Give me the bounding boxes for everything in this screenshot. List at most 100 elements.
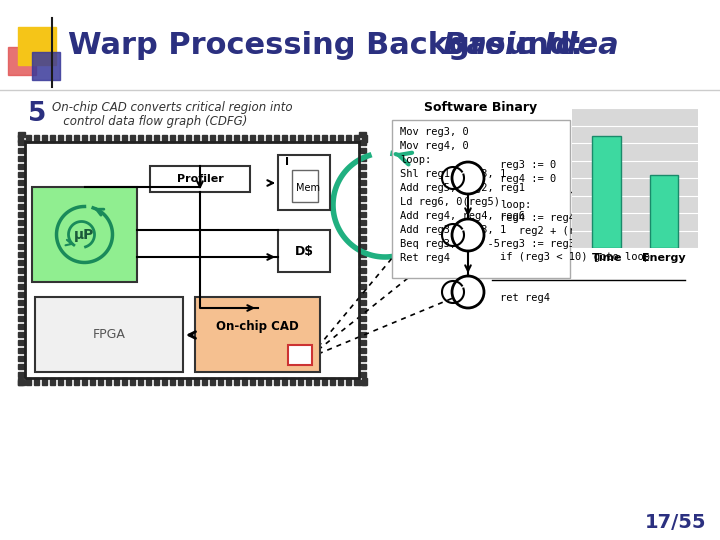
Bar [234, 378, 239, 385]
Bar [392, 120, 570, 278]
Bar [359, 220, 366, 225]
Bar [194, 135, 199, 142]
Bar [338, 135, 343, 142]
Bar [290, 378, 295, 385]
Bar [18, 164, 25, 169]
Bar [306, 135, 311, 142]
Bar [18, 204, 25, 209]
Bar [178, 378, 183, 385]
Text: Mem: Mem [296, 183, 320, 193]
Bar [362, 135, 367, 142]
Bar [278, 230, 330, 272]
Text: Ret reg4: Ret reg4 [400, 253, 450, 263]
Bar [18, 188, 25, 193]
Bar [90, 378, 95, 385]
Bar [18, 196, 25, 201]
Bar [26, 135, 31, 142]
Bar [90, 135, 95, 142]
Bar [330, 378, 335, 385]
Text: reg3 := reg3 + 1: reg3 := reg3 + 1 [500, 239, 600, 249]
Bar [26, 378, 31, 385]
Bar [18, 220, 25, 225]
Bar [359, 228, 366, 233]
Text: I: I [285, 157, 289, 167]
Bar [330, 135, 335, 142]
Bar [50, 378, 55, 385]
Bar [74, 135, 79, 142]
Bar [359, 348, 366, 353]
Bar [18, 156, 25, 161]
Bar [66, 135, 71, 142]
Bar [346, 378, 351, 385]
Text: Ld reg6, 0(reg5): Ld reg6, 0(reg5) [400, 197, 500, 207]
Bar [359, 172, 366, 177]
Bar [282, 135, 287, 142]
Bar [359, 260, 366, 265]
Bar [18, 268, 25, 273]
Bar [250, 378, 255, 385]
Bar [359, 204, 366, 209]
Bar [195, 297, 320, 372]
Text: control data flow graph (CDFG): control data flow graph (CDFG) [52, 116, 248, 129]
Bar [298, 135, 303, 142]
Bar [242, 378, 247, 385]
Text: Mov reg3, 0: Mov reg3, 0 [400, 127, 469, 137]
Text: Basic Idea: Basic Idea [443, 30, 618, 59]
Circle shape [452, 219, 484, 251]
Bar [18, 284, 25, 289]
Bar [186, 378, 191, 385]
Text: On-chip CAD converts critical region into: On-chip CAD converts critical region int… [52, 102, 292, 114]
Bar [359, 252, 366, 257]
Bar [359, 284, 366, 289]
Bar [18, 372, 25, 377]
Bar [359, 140, 366, 145]
Bar [18, 332, 25, 337]
Bar [98, 378, 103, 385]
Text: Warp Processing Background:: Warp Processing Background: [68, 30, 593, 59]
Bar [162, 378, 167, 385]
Text: ret reg4: ret reg4 [500, 293, 550, 303]
Bar [354, 378, 359, 385]
Bar [292, 170, 318, 202]
Text: Add reg3, reg3, 1: Add reg3, reg3, 1 [400, 225, 506, 235]
Bar [170, 378, 175, 385]
Bar [18, 324, 25, 329]
Text: Shl reg1, reg3, 1: Shl reg1, reg3, 1 [400, 169, 506, 179]
Bar [18, 135, 23, 142]
Bar [359, 308, 366, 313]
Bar [282, 378, 287, 385]
Bar [290, 135, 295, 142]
Bar [130, 135, 135, 142]
Text: 5: 5 [28, 101, 46, 127]
Bar [138, 135, 143, 142]
Bar [359, 244, 366, 249]
Bar [18, 380, 25, 385]
Bar [18, 308, 25, 313]
Bar [274, 378, 279, 385]
Bar [178, 135, 183, 142]
Bar [34, 378, 39, 385]
Bar [359, 196, 366, 201]
Bar [298, 378, 303, 385]
Bar [18, 364, 25, 369]
Bar [18, 292, 25, 297]
Bar [250, 135, 255, 142]
Bar [42, 378, 47, 385]
Text: reg2 + (reg3 << 1)]: reg2 + (reg3 << 1)] [500, 226, 637, 236]
Bar [266, 135, 271, 142]
Bar [74, 378, 79, 385]
Bar [359, 300, 366, 305]
Bar [18, 212, 25, 217]
Bar [359, 380, 366, 385]
Bar [359, 132, 366, 137]
Bar [359, 268, 366, 273]
Bar [32, 52, 60, 80]
Bar [359, 276, 366, 281]
Bar [242, 135, 247, 142]
Text: Add reg5, reg2, reg1: Add reg5, reg2, reg1 [400, 183, 525, 193]
Bar [18, 348, 25, 353]
Bar [314, 378, 319, 385]
Bar [359, 236, 366, 241]
Bar [18, 260, 25, 265]
Bar [593, 136, 621, 248]
